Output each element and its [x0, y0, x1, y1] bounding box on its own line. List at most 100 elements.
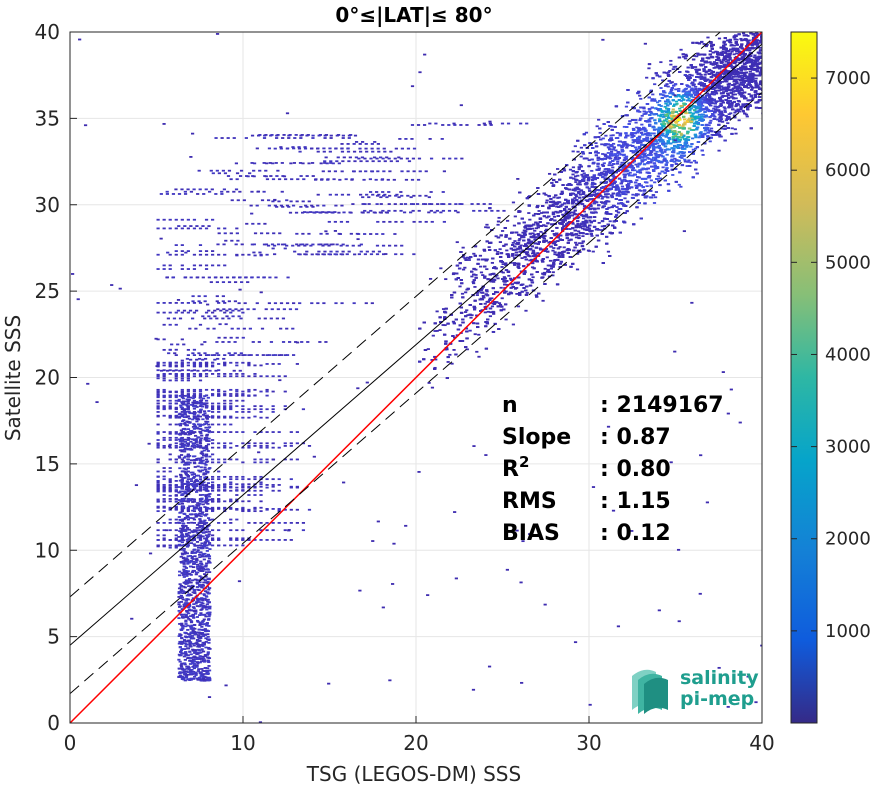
- density-cell: [692, 55, 697, 57]
- density-cell: [533, 233, 537, 236]
- density-cell: [702, 43, 706, 45]
- density-cell: [470, 275, 474, 278]
- density-cell: [502, 279, 506, 282]
- density-cell: [653, 98, 657, 101]
- density-cell: [571, 150, 575, 153]
- density-cell: [751, 78, 755, 81]
- density-cell: [730, 106, 734, 108]
- density-cell: [673, 157, 677, 160]
- density-cell: [662, 113, 666, 116]
- density-cell: [666, 112, 670, 115]
- density-cell: [652, 145, 656, 148]
- density-cell: [560, 190, 564, 193]
- density-cell: [487, 246, 491, 249]
- density-cell: [738, 75, 742, 78]
- density-cell: [691, 148, 695, 151]
- density-cell: [507, 274, 511, 277]
- density-cell: [704, 94, 708, 97]
- density-cell: [606, 152, 610, 154]
- density-cell: [578, 242, 582, 245]
- density-cell: [634, 121, 638, 124]
- density-cell: [557, 196, 561, 199]
- density-cell: [663, 110, 667, 113]
- density-cell: [630, 158, 634, 161]
- density-cell: [577, 226, 581, 228]
- density-cell: [470, 314, 474, 317]
- density-cell: [753, 43, 757, 46]
- density-cell: [492, 278, 496, 281]
- density-cell: [682, 94, 686, 96]
- density-cell: [754, 77, 758, 80]
- density-cell: [646, 156, 650, 159]
- density-cell: [726, 122, 730, 125]
- density-cell: [610, 164, 614, 167]
- density-cell: [683, 122, 687, 125]
- density-cell: [528, 218, 532, 221]
- density-cell: [515, 292, 519, 295]
- density-cell: [746, 83, 750, 86]
- density-cell: [682, 55, 686, 58]
- density-cell: [728, 58, 732, 61]
- density-cell: [689, 129, 694, 131]
- density-cell: [500, 266, 504, 268]
- density-cell: [604, 195, 608, 198]
- density-cell: [757, 88, 762, 91]
- density-cell: [645, 76, 649, 79]
- density-cell: [694, 136, 698, 139]
- density-cell: [658, 118, 662, 121]
- density-cell: [687, 92, 691, 95]
- density-cell: [613, 154, 617, 157]
- density-cell: [759, 49, 762, 51]
- density-cell: [588, 198, 593, 200]
- density-cell: [441, 308, 446, 310]
- density-cell: [521, 231, 525, 234]
- density-cell: [509, 277, 513, 280]
- density-cell: [671, 68, 675, 71]
- density-cell: [575, 268, 580, 271]
- density-cell: [469, 316, 473, 319]
- density-cell: [709, 119, 713, 122]
- density-cell: [731, 75, 735, 78]
- density-cell: [501, 263, 505, 266]
- density-cell: [711, 99, 715, 102]
- density-cell: [531, 235, 536, 238]
- density-cell: [750, 44, 754, 47]
- density-cell: [606, 177, 610, 180]
- density-cell: [615, 206, 619, 208]
- density-cell: [671, 92, 675, 94]
- density-cell: [553, 253, 557, 256]
- density-cell: [734, 73, 738, 76]
- density-cell: [576, 217, 580, 220]
- density-cell: [571, 173, 575, 176]
- density-cell: [679, 185, 683, 188]
- density-cell: [596, 165, 600, 168]
- density-cell: [555, 240, 560, 242]
- density-cell: [675, 114, 679, 117]
- density-cell: [681, 125, 685, 127]
- density-cell: [511, 201, 516, 204]
- density-cell: [448, 353, 452, 356]
- density-cell: [500, 297, 504, 300]
- density-cell: [661, 166, 665, 169]
- density-cell: [549, 267, 553, 270]
- density-cell: [582, 210, 586, 213]
- density-cell: [712, 61, 717, 63]
- density-cell: [496, 277, 500, 280]
- density-cell: [694, 88, 698, 91]
- density-cell: [608, 161, 612, 163]
- density-cell: [754, 47, 758, 49]
- density-cell: [739, 106, 743, 109]
- density-cell: [724, 60, 728, 63]
- density-cell: [685, 146, 689, 148]
- density-cell: [544, 225, 548, 228]
- density-cell: [571, 222, 575, 225]
- density-cell: [465, 309, 469, 312]
- density-cell: [672, 105, 676, 107]
- density-cell: [739, 108, 743, 111]
- density-cell: [548, 259, 553, 262]
- density-cell: [603, 168, 607, 171]
- density-cell: [433, 330, 437, 332]
- density-cell: [663, 100, 668, 103]
- density-cell: [483, 311, 487, 314]
- density-cell: [701, 104, 705, 107]
